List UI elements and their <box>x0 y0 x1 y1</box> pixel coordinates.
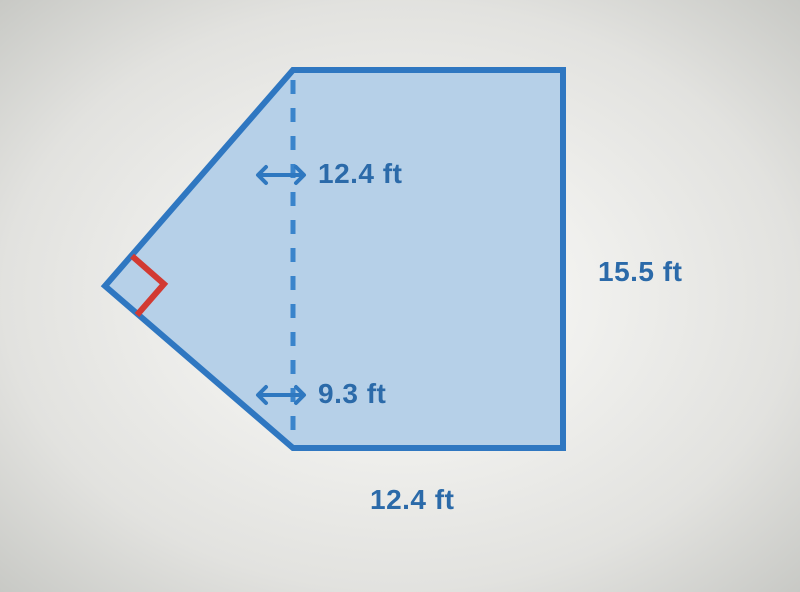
label-rect-right-side: 15.5 ft <box>598 256 682 288</box>
label-triangle-top-leg: 12.4 ft <box>318 158 402 190</box>
label-triangle-bottom-leg: 9.3 ft <box>318 378 386 410</box>
label-rect-bottom-side: 12.4 ft <box>370 484 454 516</box>
